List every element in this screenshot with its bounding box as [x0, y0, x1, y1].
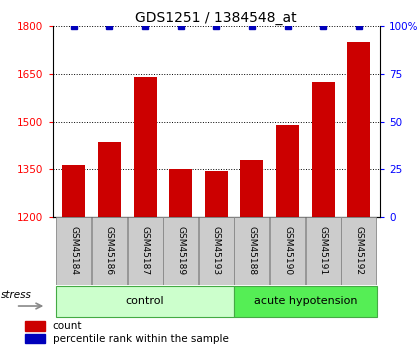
Bar: [92, 217, 127, 285]
Bar: [98, 142, 121, 345]
Bar: [169, 169, 192, 345]
Bar: [24, 334, 45, 344]
Bar: [205, 171, 228, 345]
Bar: [270, 217, 305, 285]
Bar: [56, 217, 91, 285]
Text: GSM45189: GSM45189: [176, 226, 185, 276]
Text: GSM45193: GSM45193: [212, 226, 221, 276]
Bar: [163, 217, 198, 285]
Bar: [234, 286, 377, 317]
Title: GDS1251 / 1384548_at: GDS1251 / 1384548_at: [136, 11, 297, 25]
Bar: [240, 160, 263, 345]
Bar: [199, 217, 234, 285]
Bar: [128, 217, 163, 285]
Text: stress: stress: [1, 290, 32, 300]
Text: control: control: [126, 296, 164, 306]
Bar: [62, 165, 85, 345]
Text: GSM45190: GSM45190: [283, 226, 292, 276]
Bar: [306, 217, 341, 285]
Bar: [24, 322, 45, 331]
Bar: [341, 217, 376, 285]
Text: acute hypotension: acute hypotension: [254, 296, 357, 306]
Bar: [347, 42, 370, 345]
Text: GSM45191: GSM45191: [319, 226, 328, 276]
Text: GSM45187: GSM45187: [141, 226, 150, 276]
Text: count: count: [53, 321, 82, 331]
Text: GSM45192: GSM45192: [354, 226, 363, 276]
Bar: [276, 125, 299, 345]
Bar: [234, 217, 269, 285]
Bar: [56, 286, 234, 317]
Text: GSM45186: GSM45186: [105, 226, 114, 276]
Bar: [312, 82, 335, 345]
Text: percentile rank within the sample: percentile rank within the sample: [53, 334, 228, 344]
Bar: [134, 77, 157, 345]
Text: GSM45188: GSM45188: [247, 226, 256, 276]
Text: GSM45184: GSM45184: [69, 226, 79, 276]
